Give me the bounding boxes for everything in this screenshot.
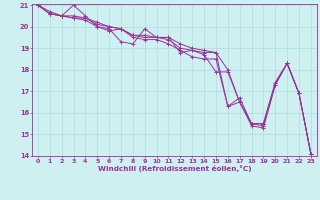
X-axis label: Windchill (Refroidissement éolien,°C): Windchill (Refroidissement éolien,°C) [98,165,251,172]
